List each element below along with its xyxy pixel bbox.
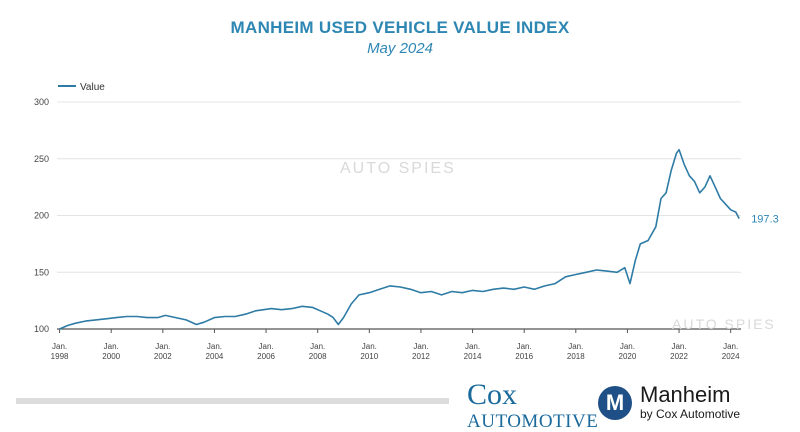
x-tick-label: Jan. (259, 342, 274, 351)
x-tick-label: 2018 (567, 352, 585, 361)
y-tick-label: 200 (34, 211, 49, 221)
x-tick-label: 2012 (412, 352, 430, 361)
y-tick-label: 250 (34, 154, 49, 164)
x-tick-label: 2022 (670, 352, 688, 361)
watermark: AUTO SPIES (340, 160, 456, 177)
x-tick-label: 2000 (102, 352, 120, 361)
x-tick-label: Jan. (465, 342, 480, 351)
legend-label: Value (80, 82, 105, 93)
x-tick-label: Jan. (517, 342, 532, 351)
x-tick-label: Jan. (104, 342, 119, 351)
cox-logo-line2: AUTOMOTIVE (467, 411, 599, 432)
x-tick-label: Jan. (52, 342, 67, 351)
x-tick-label: Jan. (620, 342, 635, 351)
cox-logo-line1: Cox (467, 378, 518, 411)
manheim-badge-icon: M (598, 386, 632, 420)
chart-legend: Value (58, 82, 105, 93)
x-tick-label: 2006 (257, 352, 275, 361)
watermark: AUTO SPIES (672, 316, 776, 332)
footer-bar (16, 398, 449, 404)
x-tick-label: Jan. (413, 342, 428, 351)
x-tick-label: 2020 (619, 352, 637, 361)
cox-automotive-logo: Cox AUTOMOTIVE (467, 378, 599, 432)
x-tick-label: 2004 (206, 352, 224, 361)
x-tick-label: Jan. (155, 342, 170, 351)
x-tick-label: 2010 (360, 352, 378, 361)
y-tick-label: 150 (34, 267, 49, 277)
x-tick-label: Jan. (671, 342, 686, 351)
chart-subtitle: May 2024 (367, 40, 433, 57)
manheim-logo-name: Manheim (640, 382, 731, 407)
x-tick-label: Jan. (568, 342, 583, 351)
axis-labels: 100150200250300Jan.1998Jan.2000Jan.2002J… (34, 97, 740, 361)
x-tick-label: Jan. (723, 342, 738, 351)
x-tick-label: Jan. (207, 342, 222, 351)
x-tick-label: 2016 (515, 352, 533, 361)
x-tick-label: 2002 (154, 352, 172, 361)
gridlines (57, 101, 741, 333)
x-tick-label: 2014 (464, 352, 482, 361)
manheim-logo-tagline: by Cox Automotive (640, 407, 741, 421)
x-tick-label: 2024 (722, 352, 740, 361)
x-tick-label: Jan. (362, 342, 377, 351)
end-value-label: 197.3 (751, 214, 779, 226)
x-tick-label: 2008 (309, 352, 327, 361)
x-tick-label: 1998 (51, 352, 69, 361)
y-tick-label: 100 (34, 324, 49, 334)
y-tick-label: 300 (34, 97, 49, 107)
chart-title: MANHEIM USED VEHICLE VALUE INDEX (230, 18, 570, 37)
x-tick-label: Jan. (310, 342, 325, 351)
series-line-value (59, 148, 740, 330)
